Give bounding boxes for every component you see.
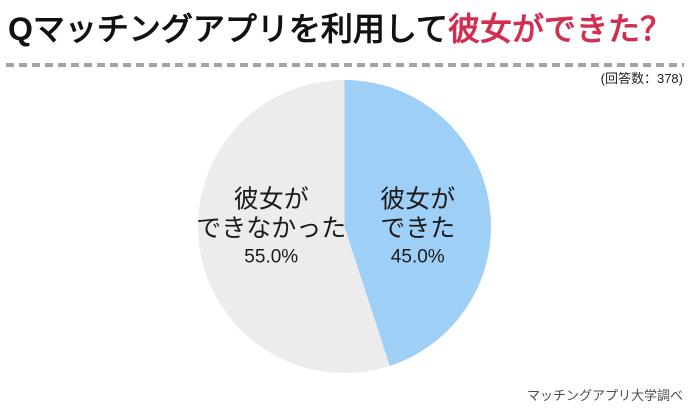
slice-label-yes: 彼女が できた 45.0% [380, 185, 455, 268]
slice-label-no-line2: できなかった [196, 214, 347, 242]
page-title-highlight: 彼女ができた？ [447, 11, 672, 47]
page-title: Qマッチングアプリを利用して彼女ができた？ [8, 4, 672, 50]
dashed-divider [6, 63, 684, 67]
slice-percent-no: 55.0% [244, 246, 299, 267]
page-title-prefix: Qマッチングアプリを利用して [8, 11, 448, 47]
slice-percent-yes: 45.0% [390, 246, 445, 267]
slice-label-yes-line1: 彼女が [380, 185, 456, 213]
slice-label-no-line1: 彼女が [233, 185, 309, 213]
respondents-note: (回答数：378) [600, 71, 683, 86]
pie-chart: 彼女が できなかった 55.0% 彼女が できた 45.0% [196, 80, 491, 373]
slice-label-yes-line2: できた [380, 214, 456, 242]
source-note: マッチングアプリ大学調べ [526, 388, 683, 403]
slice-label-no: 彼女が できなかった 55.0% [196, 185, 346, 268]
